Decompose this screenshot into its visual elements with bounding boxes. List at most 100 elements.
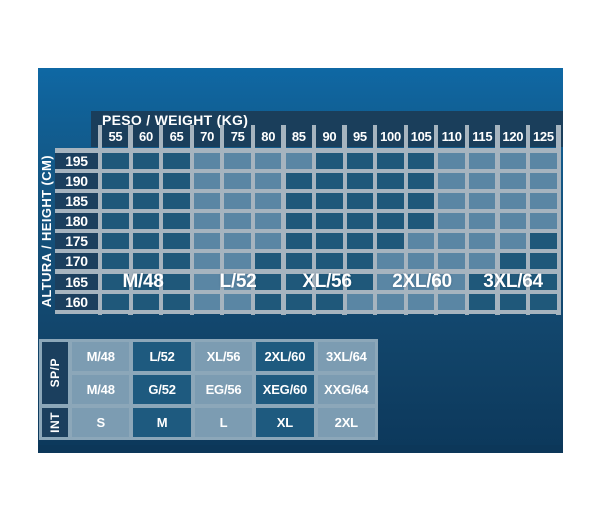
grid-cell (163, 273, 190, 290)
height-tick: 190 (65, 172, 88, 189)
grid-cell (163, 293, 190, 310)
grid-line-vertical (434, 125, 439, 315)
grid-cell (407, 233, 435, 250)
grid-cell (346, 172, 374, 189)
size-cell: G/52 (133, 375, 191, 404)
weight-tick: 100 (380, 129, 401, 144)
height-tick: 160 (65, 293, 88, 310)
grid-cell (224, 172, 251, 189)
grid-cell (438, 293, 465, 310)
grid-line-vertical (403, 125, 408, 315)
grid-line-vertical (128, 125, 133, 315)
grid-cell (285, 152, 312, 169)
grid-cell (132, 253, 160, 270)
grid-cell (346, 152, 374, 169)
grid-line-vertical (311, 125, 317, 315)
size-cell: S (72, 408, 130, 437)
grid-cell (346, 253, 374, 270)
grid-cell (255, 253, 282, 270)
grid-cell (285, 273, 312, 290)
grid-cell (316, 213, 343, 230)
grid-cell (377, 192, 404, 209)
height-tick: 195 (65, 152, 88, 169)
grid-cell (438, 172, 465, 189)
grid-cell (377, 233, 404, 250)
height-axis-title: ALTURA / HEIGHT (CM) (39, 154, 54, 308)
size-cell: L (194, 408, 253, 437)
weight-tick: 90 (322, 129, 337, 144)
grid-cell (163, 253, 190, 270)
grid-cell (102, 273, 129, 290)
grid-line-vertical (556, 125, 561, 315)
size-cell: 2XL/60 (256, 342, 314, 371)
grid-cell (530, 293, 557, 310)
grid-cell (530, 172, 557, 189)
size-cell: EG/56 (194, 375, 253, 404)
grid-cell (224, 213, 251, 230)
grid-cell (346, 273, 374, 290)
grid-cell (469, 293, 496, 310)
grid-cell (285, 192, 312, 209)
grid-cell (499, 293, 526, 310)
size-cell: XXG/64 (317, 375, 375, 404)
weight-tick: 60 (139, 129, 153, 144)
height-axis-title-wrap: ALTURA / HEIGHT (CM) (38, 148, 55, 314)
weight-tick: 80 (261, 129, 276, 144)
grid-line-vertical (250, 125, 256, 315)
grid-cell (469, 213, 496, 230)
weight-tick: 110 (441, 129, 462, 144)
row-group-label-int: INT (42, 408, 68, 437)
grid-line-horizontal (55, 188, 561, 193)
grid-cell (163, 213, 190, 230)
grid-cell (193, 172, 221, 189)
grid-cell (193, 293, 221, 310)
height-tick: 185 (65, 192, 88, 209)
grid-cell (285, 253, 312, 270)
grid-cell (316, 172, 343, 189)
grid-line-horizontal (55, 208, 561, 214)
grid-line-horizontal (55, 269, 561, 274)
grid-line-vertical (525, 125, 531, 315)
weight-tick: 75 (230, 129, 245, 144)
grid-cell (255, 273, 282, 290)
grid-cell (469, 192, 496, 209)
size-cell: XEG/60 (256, 375, 314, 404)
weight-tick: 115 (472, 129, 493, 144)
grid-cell (224, 253, 251, 270)
grid-cell (102, 253, 129, 270)
grid-cell (224, 233, 251, 250)
grid-cell (255, 233, 282, 250)
grid-cell (285, 213, 312, 230)
grid-cell (499, 172, 526, 189)
grid-cell (407, 152, 435, 169)
grid-cell (255, 172, 282, 189)
size-cell: XL (256, 408, 314, 437)
grid-cell (346, 192, 374, 209)
grid-line-horizontal (55, 229, 561, 234)
grid-cell (224, 273, 251, 290)
grid-cell (377, 253, 404, 270)
grid-cell (499, 192, 526, 209)
grid-cell (499, 273, 526, 290)
weight-header-bar: PESO / WEIGHT (KG) (91, 111, 563, 147)
grid-cell (407, 273, 435, 290)
grid-cell (407, 192, 435, 209)
grid-line-vertical (281, 125, 286, 315)
grid-line-horizontal (55, 289, 561, 294)
grid-cell (102, 293, 129, 310)
grid-cell (530, 233, 557, 250)
grid-cell (499, 233, 526, 250)
grid-cell (530, 273, 557, 290)
grid-line-horizontal (55, 168, 561, 173)
size-cell: M (133, 408, 191, 437)
grid-cell (316, 273, 343, 290)
size-zone-label: M/48 (122, 271, 164, 292)
grid-cell (163, 152, 190, 169)
grid-line-vertical (159, 125, 164, 315)
grid-cell (407, 253, 435, 270)
grid-cell (193, 152, 221, 169)
grid-cell (377, 172, 404, 189)
grid-cell (193, 213, 221, 230)
weight-tick: 95 (353, 129, 367, 144)
